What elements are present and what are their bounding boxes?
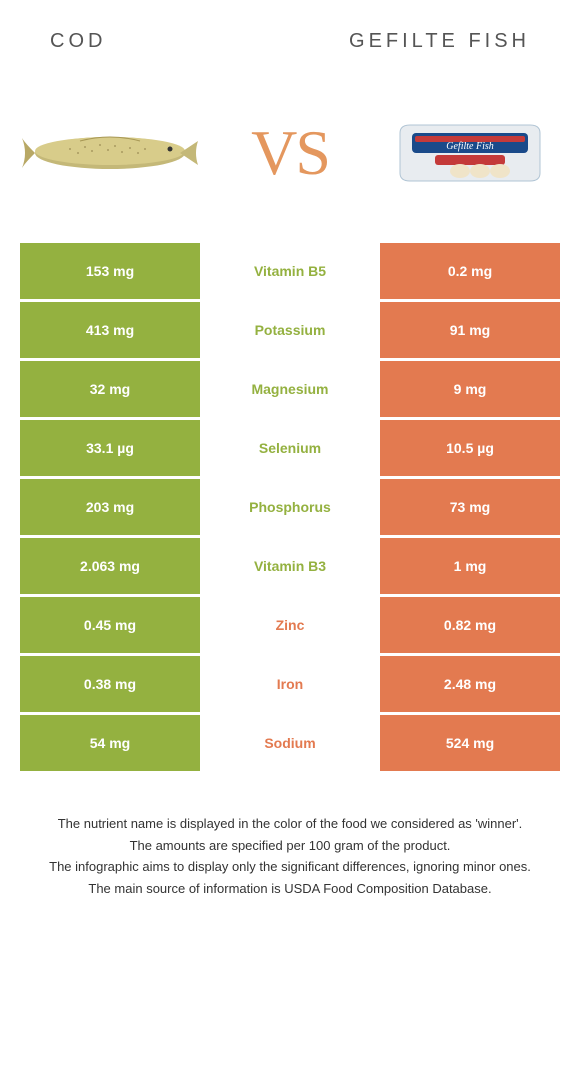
nutrient-label: Potassium [200, 302, 380, 358]
left-food-image [20, 103, 200, 203]
right-value: 0.82 mg [380, 597, 560, 653]
footer-line-4: The main source of information is USDA F… [20, 879, 560, 899]
right-value: 2.48 mg [380, 656, 560, 712]
nutrient-label: Zinc [200, 597, 380, 653]
right-value: 0.2 mg [380, 243, 560, 299]
right-value: 73 mg [380, 479, 560, 535]
svg-text:Gefilte Fish: Gefilte Fish [446, 141, 494, 152]
right-value: 91 mg [380, 302, 560, 358]
nutrient-label: Selenium [200, 420, 380, 476]
table-row: 54 mgSodium524 mg [20, 715, 560, 771]
nutrient-label: Phosphorus [200, 479, 380, 535]
nutrient-label: Iron [200, 656, 380, 712]
table-row: 33.1 µgSelenium10.5 µg [20, 420, 560, 476]
right-value: 1 mg [380, 538, 560, 594]
left-value: 33.1 µg [20, 420, 200, 476]
nutrient-label: Sodium [200, 715, 380, 771]
table-row: 32 mgMagnesium9 mg [20, 361, 560, 417]
left-value: 54 mg [20, 715, 200, 771]
nutrient-table: 153 mgVitamin B50.2 mg413 mgPotassium91 … [20, 243, 560, 771]
nutrient-label: Vitamin B3 [200, 538, 380, 594]
footer-line-3: The infographic aims to display only the… [20, 857, 560, 877]
right-food-title: Gefilte fish [349, 30, 530, 53]
left-value: 2.063 mg [20, 538, 200, 594]
vs-row: VS Gefilte Fish [0, 63, 580, 243]
left-food-title: Cod [50, 30, 106, 53]
table-row: 413 mgPotassium91 mg [20, 302, 560, 358]
right-value: 10.5 µg [380, 420, 560, 476]
right-value: 9 mg [380, 361, 560, 417]
nutrient-label: Vitamin B5 [200, 243, 380, 299]
footer-notes: The nutrient name is displayed in the co… [0, 774, 580, 920]
right-food-image: Gefilte Fish [380, 103, 560, 203]
table-row: 203 mgPhosphorus73 mg [20, 479, 560, 535]
left-value: 413 mg [20, 302, 200, 358]
table-row: 2.063 mgVitamin B31 mg [20, 538, 560, 594]
footer-line-1: The nutrient name is displayed in the co… [20, 814, 560, 834]
left-value: 203 mg [20, 479, 200, 535]
nutrient-label: Magnesium [200, 361, 380, 417]
header: Cod Gefilte fish [0, 0, 580, 63]
table-row: 153 mgVitamin B50.2 mg [20, 243, 560, 299]
footer-line-2: The amounts are specified per 100 gram o… [20, 836, 560, 856]
table-row: 0.38 mgIron2.48 mg [20, 656, 560, 712]
vs-label: VS [251, 116, 329, 190]
left-value: 0.45 mg [20, 597, 200, 653]
left-value: 32 mg [20, 361, 200, 417]
right-value: 524 mg [380, 715, 560, 771]
left-value: 153 mg [20, 243, 200, 299]
left-value: 0.38 mg [20, 656, 200, 712]
table-row: 0.45 mgZinc0.82 mg [20, 597, 560, 653]
